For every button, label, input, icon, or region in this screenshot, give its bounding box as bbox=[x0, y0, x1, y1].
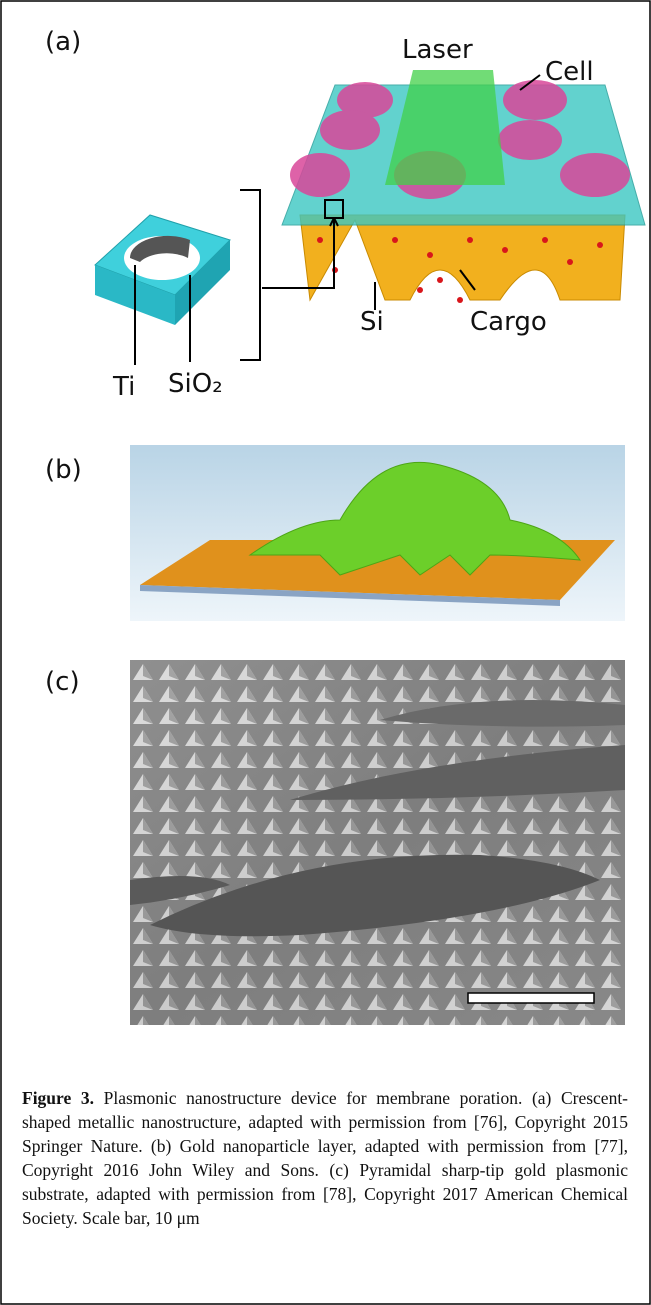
label-cell: Cell bbox=[545, 57, 594, 87]
label-laser: Laser bbox=[402, 35, 473, 65]
panel-label: (b) bbox=[45, 455, 82, 485]
panel-label: (c) bbox=[45, 667, 80, 697]
caption-text: Plasmonic nanostructure device for membr… bbox=[22, 1088, 628, 1228]
label-si: Si bbox=[360, 307, 384, 337]
caption: Figure 3. Plasmonic nanostructure device… bbox=[22, 1086, 628, 1230]
label-cargo: Cargo bbox=[470, 307, 547, 337]
label-sio2: SiO₂ bbox=[168, 369, 223, 399]
label-ti: Ti bbox=[112, 372, 135, 402]
panel-b-image bbox=[130, 445, 625, 621]
panel-c-image bbox=[130, 660, 625, 1025]
figure: (a) Laser Cell Ti SiO₂ Si Cargo (b) (c) … bbox=[0, 0, 651, 1305]
panel-label: (a) bbox=[45, 27, 81, 57]
caption-label: Figure 3. bbox=[22, 1088, 94, 1108]
